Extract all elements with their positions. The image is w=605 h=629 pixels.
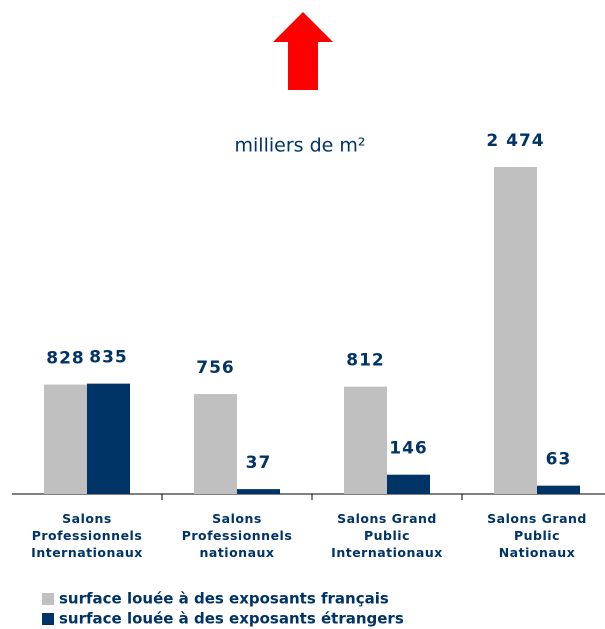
bar: [194, 394, 237, 494]
bar: [344, 386, 387, 494]
legend-label: surface louée à des exposants étrangers: [59, 610, 404, 628]
bar: [87, 383, 130, 494]
bar: [387, 474, 430, 494]
legend-label: surface louée à des exposants français: [59, 590, 389, 608]
bar: [537, 485, 580, 494]
data-label: 2 474: [486, 131, 544, 151]
x-tick-label: Salons Grand Public Nationaux: [487, 511, 587, 560]
x-tick-label: Salons Grand Public Internationaux: [331, 511, 443, 560]
data-label: 835: [89, 348, 128, 368]
legend-swatch: [42, 593, 54, 605]
data-label: 146: [389, 439, 428, 459]
legend-swatch: [42, 613, 54, 625]
arrow: [273, 12, 333, 90]
data-label: 828: [46, 349, 85, 369]
data-label: 756: [196, 358, 235, 378]
data-label: 63: [546, 450, 572, 470]
data-label: 37: [246, 453, 272, 473]
unit-label: milliers de m²: [235, 135, 366, 157]
x-tick-label: Salons Professionnels Internationaux: [31, 511, 143, 560]
bar: [237, 489, 280, 494]
x-tick-label: Salons Professionnels nationaux: [181, 511, 293, 560]
data-label: 812: [346, 351, 385, 371]
bar: [494, 167, 537, 494]
bar: [44, 384, 87, 494]
